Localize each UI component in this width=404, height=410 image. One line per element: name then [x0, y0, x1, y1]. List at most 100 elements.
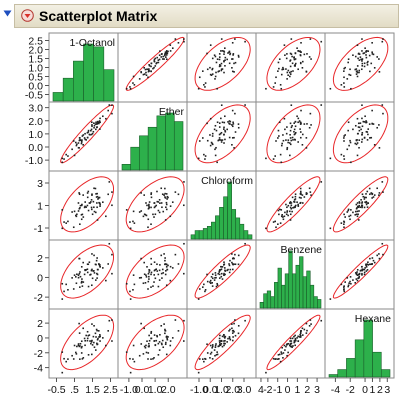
scatter-point [223, 272, 225, 275]
scatter-point [182, 204, 185, 207]
scatter-point [143, 345, 146, 348]
scatter-point [237, 54, 240, 57]
scatter-point [153, 269, 156, 272]
scatter-point [265, 87, 267, 90]
scatter-point [300, 109, 302, 112]
red-triangle-menu-icon[interactable] [21, 9, 34, 22]
scatter-point [290, 204, 293, 207]
scatter-point [347, 61, 349, 64]
scatter-point [203, 360, 205, 363]
scatter-point [111, 272, 113, 275]
density-ellipse [194, 244, 251, 299]
scatter-point [150, 332, 152, 334]
scatter-point [63, 357, 65, 360]
scatter-point [365, 54, 367, 56]
scatter-point [80, 282, 83, 284]
scatter-point [277, 129, 280, 132]
scatter-point [289, 143, 292, 146]
scatter-point [220, 141, 223, 143]
scatter-point [223, 342, 225, 345]
scatter-point [76, 273, 78, 276]
x-tick-label: 2.5 [103, 384, 118, 396]
scatter-point [371, 123, 374, 125]
scatter-point [161, 339, 164, 342]
scatter-point [132, 289, 134, 291]
scatter-point [294, 204, 297, 207]
report-title-bar: Scatterplot Matrix [14, 4, 399, 28]
scatter-point [145, 74, 148, 77]
scatter-point [78, 207, 81, 210]
scatter-point [140, 257, 142, 260]
scatter-point [148, 345, 150, 348]
scatter-point [102, 115, 104, 118]
scatter-point [73, 274, 76, 276]
scatter-point [77, 276, 80, 279]
x-tick-label: 1.0 [214, 384, 229, 396]
scatter-point [99, 340, 101, 342]
scatter-point [237, 126, 240, 129]
scatter-point [147, 218, 150, 221]
scatter-point [220, 117, 222, 120]
scatter-point [156, 335, 159, 338]
density-ellipse [266, 104, 321, 164]
scatter-point [80, 352, 83, 354]
scatter-point [226, 269, 228, 272]
scatter-point [158, 54, 161, 57]
scatter-point [347, 58, 350, 61]
scatter-point [210, 141, 213, 144]
density-ellipse [125, 176, 185, 233]
scatter-point [303, 123, 306, 125]
scatter-point [347, 285, 349, 288]
scatter-point [359, 122, 362, 124]
histogram-bar [263, 293, 268, 309]
scatter-point [219, 344, 222, 347]
scatter-point [223, 126, 225, 129]
scatter-point [286, 211, 288, 213]
scatter-point [213, 128, 216, 131]
scatter-point [367, 264, 370, 266]
x-tick-label: 0.0 [135, 384, 150, 396]
disclosure-triangle-icon[interactable] [3, 10, 12, 17]
scatter-point [358, 126, 361, 129]
scatter-point [218, 122, 221, 124]
scatter-point [164, 51, 167, 54]
scatter-point [153, 66, 155, 69]
scatter-point [367, 60, 369, 63]
scatter-point [305, 322, 308, 325]
scatter-point [81, 345, 83, 348]
scatter-point [85, 269, 87, 271]
scatter-point [299, 332, 302, 335]
scatter-point [76, 143, 78, 146]
scatter-point [277, 70, 279, 72]
scatter-point [85, 139, 87, 141]
scatter-point [96, 268, 99, 271]
scatter-point [169, 340, 172, 342]
x-tick-label: 2.0 [161, 384, 176, 396]
scatter-point [211, 73, 214, 75]
scatter-point [129, 87, 132, 90]
scatter-point [107, 330, 110, 332]
scatter-point [362, 195, 365, 198]
y-tick-label: 0 [37, 333, 43, 345]
scatter-point [217, 70, 220, 73]
scatter-point [343, 213, 345, 216]
scatter-point [289, 129, 292, 132]
scatter-point [160, 187, 163, 190]
scatter-point [80, 266, 83, 268]
scatter-point [211, 346, 213, 349]
scatter-point [93, 346, 96, 349]
scatter-point [289, 65, 292, 68]
scatter-point [164, 196, 166, 198]
scatter-point [144, 68, 147, 71]
scatter-point [99, 265, 101, 268]
scatter-point [223, 344, 225, 347]
scatter-point [94, 332, 97, 335]
scatter-point [90, 121, 93, 124]
scatter-point [365, 266, 368, 268]
scatter-point [90, 342, 92, 345]
scatter-point [356, 202, 359, 204]
scatter-point [289, 133, 291, 136]
scatter-point [294, 52, 297, 55]
scatter-point [286, 148, 288, 151]
scatter-point [78, 272, 81, 275]
